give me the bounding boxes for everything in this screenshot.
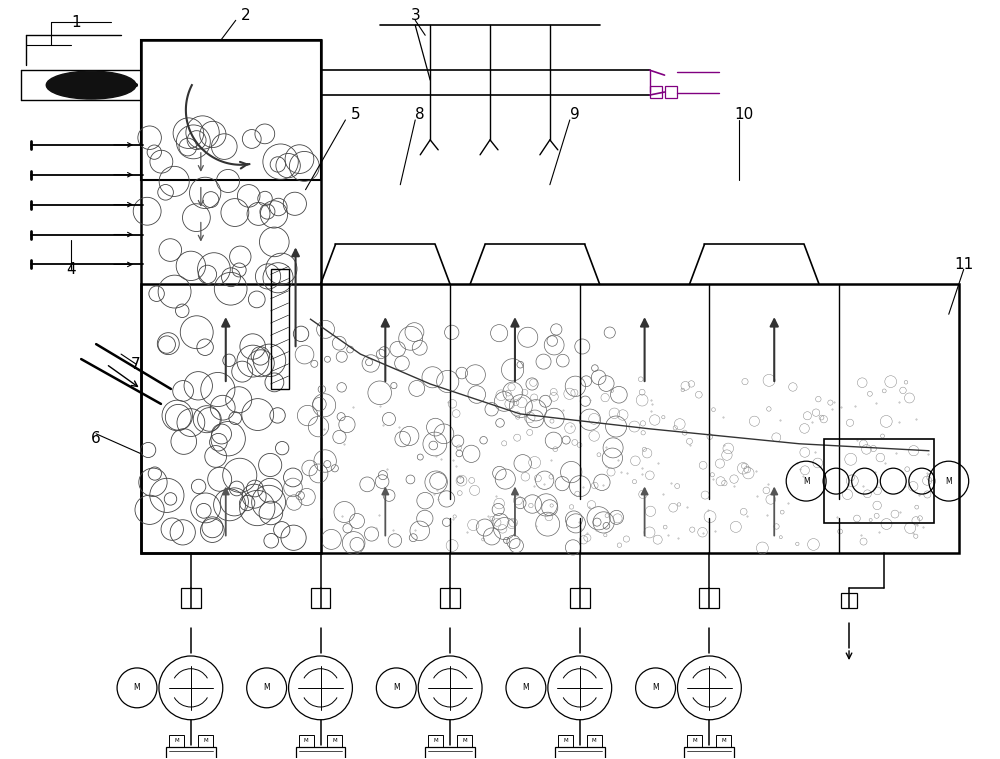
- Text: M: M: [945, 477, 952, 486]
- Text: 1: 1: [71, 15, 81, 30]
- Text: M: M: [803, 477, 809, 486]
- Bar: [841, 594, 857, 608]
- Text: M: M: [263, 683, 270, 692]
- Bar: [296, 747, 345, 759]
- Bar: [141, 285, 959, 553]
- Text: M: M: [203, 739, 208, 743]
- Bar: [428, 735, 443, 747]
- Text: M: M: [134, 683, 140, 692]
- Text: M: M: [652, 683, 659, 692]
- Bar: [570, 588, 590, 608]
- Text: 8: 8: [415, 108, 425, 122]
- Bar: [181, 588, 201, 608]
- Bar: [665, 86, 677, 98]
- Text: M: M: [693, 739, 697, 743]
- Text: M: M: [462, 739, 467, 743]
- Bar: [425, 747, 475, 759]
- Bar: [327, 735, 342, 747]
- Ellipse shape: [46, 71, 136, 99]
- Text: M: M: [563, 739, 568, 743]
- Bar: [824, 439, 934, 524]
- Text: 9: 9: [570, 108, 580, 122]
- Bar: [558, 735, 573, 747]
- Text: M: M: [523, 683, 529, 692]
- Bar: [716, 735, 731, 747]
- Text: M: M: [722, 739, 726, 743]
- Text: 4: 4: [66, 262, 76, 277]
- Text: M: M: [592, 739, 597, 743]
- Bar: [457, 735, 472, 747]
- Bar: [198, 735, 213, 747]
- Text: 7: 7: [131, 357, 141, 372]
- Text: M: M: [393, 683, 400, 692]
- Bar: [141, 40, 320, 180]
- Text: 5: 5: [351, 108, 360, 122]
- Bar: [684, 747, 734, 759]
- Bar: [299, 735, 314, 747]
- Text: M: M: [174, 739, 179, 743]
- Bar: [141, 40, 320, 553]
- Text: M: M: [304, 739, 308, 743]
- Bar: [440, 588, 460, 608]
- Text: M: M: [433, 739, 438, 743]
- Bar: [687, 735, 702, 747]
- Bar: [169, 735, 184, 747]
- Bar: [555, 747, 605, 759]
- Bar: [587, 735, 602, 747]
- Bar: [271, 269, 289, 389]
- Text: M: M: [333, 739, 337, 743]
- Text: 11: 11: [954, 257, 973, 272]
- Bar: [166, 747, 216, 759]
- Text: 6: 6: [91, 431, 101, 446]
- Text: 3: 3: [410, 8, 420, 23]
- Bar: [650, 86, 662, 98]
- Text: 2: 2: [241, 8, 251, 23]
- Bar: [699, 588, 719, 608]
- Bar: [311, 588, 330, 608]
- Text: 10: 10: [735, 108, 754, 122]
